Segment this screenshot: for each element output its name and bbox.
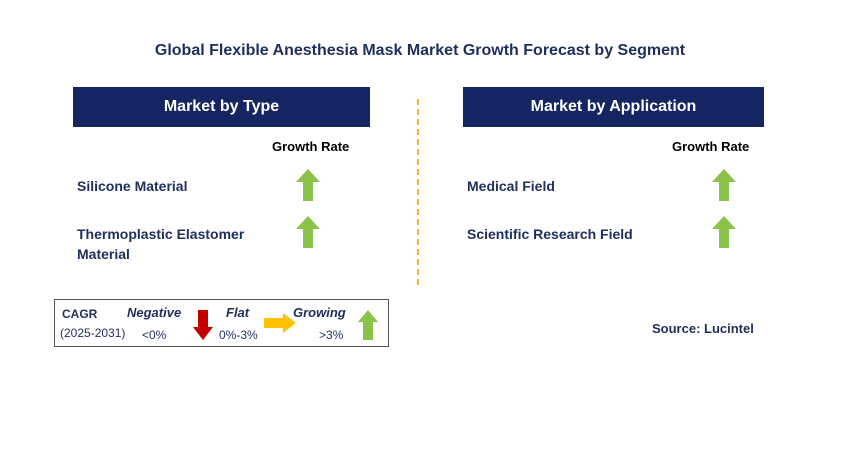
left-item-1-label: Silicone Material bbox=[77, 178, 188, 194]
cagr-period: (2025-2031) bbox=[60, 326, 126, 340]
up-arrow-icon bbox=[358, 310, 378, 340]
right-item-2-label: Scientific Research Field bbox=[467, 226, 633, 242]
flat-range: 0%-3% bbox=[219, 328, 258, 342]
growing-label: Growing bbox=[293, 305, 346, 320]
negative-range: <0% bbox=[142, 328, 167, 342]
market-by-application-header: Market by Application bbox=[463, 87, 764, 127]
source-label: Source: Lucintel bbox=[652, 321, 754, 336]
up-arrow-icon bbox=[296, 216, 320, 248]
negative-label: Negative bbox=[127, 305, 182, 320]
left-item-2-label: Thermoplastic Elastomer Material bbox=[77, 226, 245, 262]
up-arrow-icon bbox=[296, 169, 320, 201]
left-growth-rate-label: Growth Rate bbox=[272, 139, 350, 154]
market-by-type-header: Market by Type bbox=[73, 87, 370, 127]
cagr-legend: CAGR (2025-2031) Negative <0% Flat 0%-3%… bbox=[54, 299, 389, 347]
right-growth-rate-label: Growth Rate bbox=[672, 139, 750, 154]
up-arrow-icon bbox=[712, 216, 736, 248]
growing-range: >3% bbox=[319, 328, 344, 342]
flat-label: Flat bbox=[226, 305, 250, 320]
right-arrow-icon bbox=[264, 313, 296, 333]
right-item-1-label: Medical Field bbox=[467, 178, 555, 194]
panel-divider bbox=[417, 99, 419, 285]
cagr-label: CAGR bbox=[62, 307, 98, 321]
up-arrow-icon bbox=[712, 169, 736, 201]
page-title: Global Flexible Anesthesia Mask Market G… bbox=[154, 42, 686, 59]
down-arrow-icon bbox=[193, 310, 213, 340]
